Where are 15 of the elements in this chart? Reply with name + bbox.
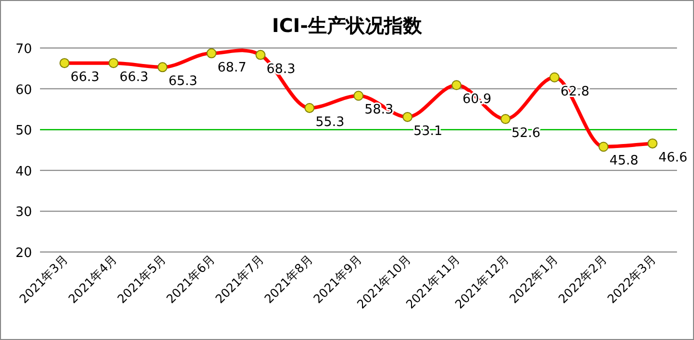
data-label: 65.3 xyxy=(168,74,198,90)
chart-title: ICI-生产状况指数 xyxy=(272,15,423,37)
y-tick-label: 40 xyxy=(15,164,32,180)
data-label: 66.3 xyxy=(70,70,100,86)
data-label: 66.3 xyxy=(120,70,148,86)
data-label: 68.7 xyxy=(218,60,246,76)
data-label: 46.6 xyxy=(658,150,688,166)
y-tick-label: 30 xyxy=(15,205,32,220)
data-label: 45.8 xyxy=(610,154,638,169)
y-tick-label: 20 xyxy=(15,246,32,261)
y-tick-label: 70 xyxy=(15,42,32,57)
y-tick-label: 60 xyxy=(15,82,32,98)
data-label: 52.6 xyxy=(512,126,540,141)
y-tick-label: 50 xyxy=(15,124,32,139)
data-label: 55.3 xyxy=(316,114,344,130)
